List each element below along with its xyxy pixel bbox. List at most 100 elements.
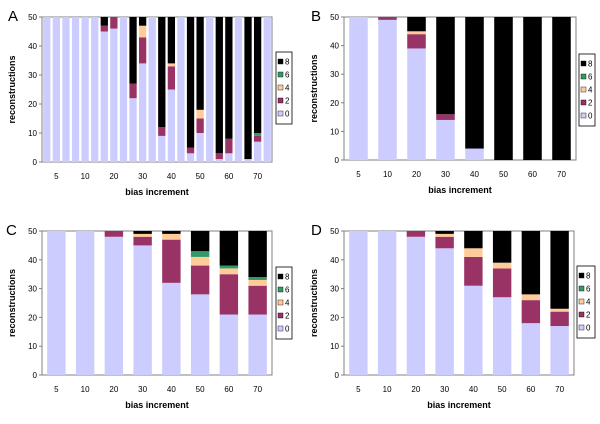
legend-label: 8 <box>285 58 290 67</box>
x-tick-label: 50 <box>196 385 205 394</box>
y-tick-label: 20 <box>330 313 339 322</box>
y-tick-label: 30 <box>330 285 339 294</box>
y-tick-label: 50 <box>330 227 339 236</box>
legend: 8 6 4 2 0 <box>578 53 596 127</box>
legend-label: 8 <box>285 273 290 282</box>
x-tick-label: 5 <box>54 385 59 394</box>
x-tick-label: 40 <box>469 385 478 394</box>
legend: 8 6 4 2 0 <box>576 265 596 339</box>
bar-segment-2 <box>104 231 124 237</box>
x-tick-label: 60 <box>528 170 537 179</box>
legend-label: 0 <box>586 324 591 333</box>
bar-segment-2 <box>219 274 239 315</box>
legend-swatch-0 <box>277 110 284 117</box>
y-axis-title: reconstructions <box>309 269 319 337</box>
legend-box <box>275 51 293 125</box>
bar-segment-8 <box>167 17 176 64</box>
y-tick-label: 0 <box>335 156 340 165</box>
bar-segment-2 <box>190 265 210 295</box>
bar-segment-2 <box>225 138 233 154</box>
y-tick-label: 10 <box>330 127 339 136</box>
x-tick-label: 40 <box>167 172 176 181</box>
y-tick-label: 40 <box>330 42 339 51</box>
bar-segment-0 <box>167 89 176 162</box>
bar-segment-4 <box>167 63 176 67</box>
legend-label: 4 <box>588 86 593 95</box>
x-axis-title: bias increment <box>125 400 189 410</box>
y-tick-label: 10 <box>28 129 37 138</box>
bar-segment-0 <box>129 98 137 162</box>
bar-segment-0 <box>52 17 61 162</box>
bar-segment-0 <box>349 17 368 160</box>
bar-segment-4 <box>492 262 512 269</box>
x-tick-label: 60 <box>224 172 233 181</box>
bar-segment-8 <box>407 17 426 32</box>
bar-segment-4 <box>133 233 152 237</box>
legend-swatch-4 <box>580 86 587 93</box>
bar-segment-2 <box>436 114 455 120</box>
bar-stacks <box>43 17 271 162</box>
bar-segment-2 <box>158 127 166 136</box>
bar-segment-0 <box>253 141 262 162</box>
x-tick-label: 60 <box>526 385 535 394</box>
bar-segment-8 <box>465 17 484 149</box>
bar-segment-4 <box>138 25 147 38</box>
bar-segment-8 <box>225 17 233 139</box>
bar-segment-2 <box>550 311 569 327</box>
bar-segment-0 <box>43 17 51 162</box>
bar-segment-0 <box>100 31 108 162</box>
bar-segment-2 <box>248 285 267 315</box>
panel-letter: B <box>311 8 321 25</box>
bar-segment-0 <box>406 236 426 375</box>
x-tick-label: 5 <box>356 385 361 394</box>
x-tick-label: 5 <box>356 170 361 179</box>
legend-swatch-8 <box>277 273 284 280</box>
bar-segment-8 <box>138 17 147 26</box>
bar-segment-8 <box>100 17 108 26</box>
bar-segment-2 <box>129 83 137 99</box>
x-axis-title: bias increment <box>125 187 189 197</box>
bar-segment-0 <box>177 17 185 162</box>
bar-segment-4 <box>464 248 483 257</box>
bar-segment-0 <box>62 17 70 162</box>
y-tick-label: 20 <box>28 313 37 322</box>
bar-segment-2 <box>110 17 118 29</box>
legend-swatch-2 <box>277 312 284 319</box>
legend-swatch-4 <box>277 299 284 306</box>
bar-segment-2 <box>162 239 181 283</box>
x-tick-label: 20 <box>109 385 118 394</box>
bar-segment-4 <box>190 256 210 266</box>
legend-swatch-0 <box>277 325 284 332</box>
y-tick-label: 40 <box>330 256 339 265</box>
y-tick-label: 10 <box>330 342 339 351</box>
legend-box <box>275 266 293 340</box>
bar-segment-2 <box>167 66 176 90</box>
y-tick-label: 20 <box>330 99 339 108</box>
bar-segment-0 <box>190 294 210 375</box>
bar-segment-2 <box>215 153 223 160</box>
y-tick-label: 0 <box>33 158 38 167</box>
bar-segment-8 <box>435 231 454 234</box>
bar-segment-2 <box>253 135 262 142</box>
bar-segment-0 <box>349 231 368 375</box>
x-tick-label: 30 <box>138 172 147 181</box>
bar-segment-2 <box>492 268 512 298</box>
bar-segment-0 <box>244 159 252 162</box>
legend-label: 2 <box>588 99 593 108</box>
legend-swatch-8 <box>580 60 587 67</box>
bar-segment-0 <box>219 314 239 375</box>
legend-label: 4 <box>586 298 591 307</box>
bar-segment-4 <box>407 31 426 35</box>
bar-segment-8 <box>186 17 195 148</box>
legend-swatch-6 <box>277 286 284 293</box>
bar-segment-0 <box>215 159 223 162</box>
panel-letter: A <box>8 8 18 25</box>
legend-swatch-8 <box>578 272 585 279</box>
bar-segment-8 <box>436 17 455 115</box>
y-tick-label: 0 <box>33 371 38 380</box>
bar-segment-8 <box>464 231 483 249</box>
